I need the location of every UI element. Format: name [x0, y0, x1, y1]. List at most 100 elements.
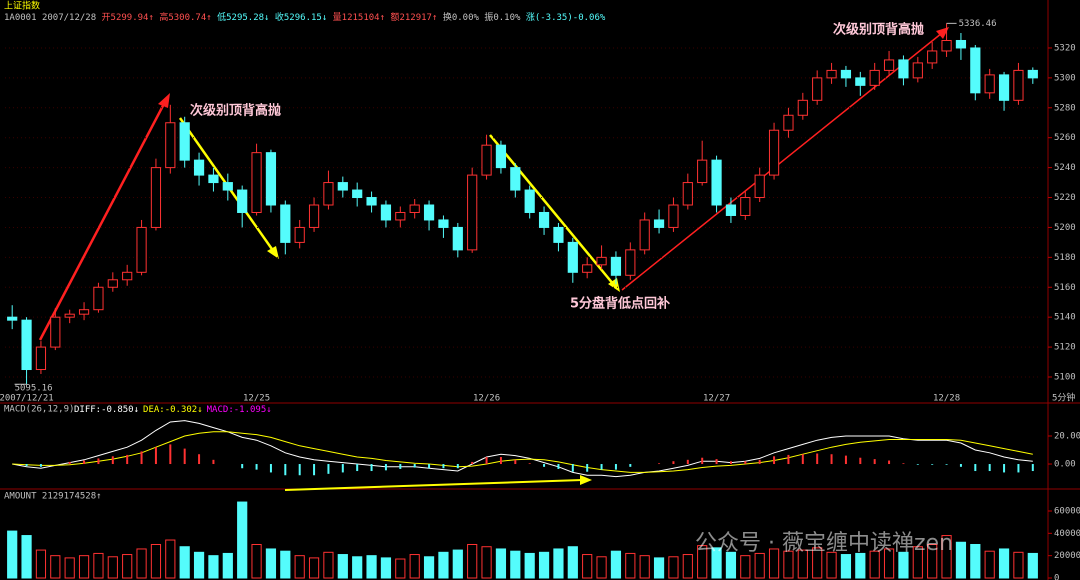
volume-bar: [352, 556, 363, 579]
volume-bar: [122, 554, 133, 579]
candle-body: [222, 182, 233, 191]
y-tick-label: 400000: [1054, 529, 1080, 539]
volume-bar: [639, 555, 650, 579]
candle-body: [898, 59, 909, 79]
volume-bar: [524, 552, 535, 579]
annotation: 次级别顶背高抛: [833, 22, 924, 38]
y-tick-label: 0: [1054, 574, 1059, 580]
candle-body: [970, 47, 981, 94]
candle-body: [783, 114, 794, 131]
y-tick-label: 5140: [1054, 313, 1076, 323]
volume-bar: [998, 548, 1010, 579]
volume-bar: [510, 550, 521, 579]
y-tick-label: 5300: [1054, 73, 1076, 83]
candle-body: [251, 152, 262, 213]
candle-body: [208, 174, 219, 184]
candle-body: [438, 219, 449, 228]
candle-body: [107, 279, 118, 288]
candle-body: [697, 159, 708, 184]
volume-bar: [653, 557, 665, 579]
candle-body: [265, 152, 277, 206]
candle-body: [366, 197, 377, 206]
candle-body: [352, 189, 363, 199]
annotation: 次级别顶背高抛: [190, 103, 281, 119]
volume-bar: [567, 546, 578, 579]
low-label: 5095.16: [15, 384, 53, 394]
x-tick-label: 12/28: [933, 394, 960, 404]
candle-body: [510, 167, 521, 191]
candle-body: [21, 319, 32, 371]
volume-bar: [610, 550, 622, 579]
volume-bar: [35, 549, 47, 579]
volume-bar: [366, 555, 377, 579]
readout: MACD:-1.095↓: [207, 405, 272, 415]
macd-line: [12, 431, 1033, 473]
candle-body: [610, 256, 622, 276]
volume-bar: [337, 554, 348, 579]
volume-bar: [955, 541, 967, 579]
volume-bar: [280, 550, 291, 579]
high-label: 5336.46: [959, 19, 997, 29]
volume-bar: [7, 530, 18, 579]
candle-body: [812, 77, 823, 101]
candle-body: [768, 129, 780, 176]
y-tick-label: 5320: [1054, 43, 1076, 53]
volume-bar: [840, 554, 852, 579]
candle-body: [711, 159, 722, 206]
volume-bar: [150, 543, 162, 579]
info-field: 开5299.94↑: [102, 12, 154, 23]
x-unit: 5分钟: [1052, 392, 1075, 404]
y-tick-label: 5240: [1054, 163, 1076, 173]
candle-body: [668, 204, 679, 228]
volume-bar: [93, 552, 104, 579]
info-field: 额212917↑: [390, 11, 437, 23]
candle-body: [826, 69, 837, 79]
candle-body: [927, 50, 938, 64]
y-tick-label: 0.00: [1054, 460, 1076, 470]
candle-body: [150, 167, 162, 228]
y-tick-label: 5260: [1054, 133, 1076, 143]
candle-body: [524, 189, 535, 213]
candle-body: [855, 77, 866, 86]
volume-bar: [898, 551, 909, 579]
volume-bar: [251, 543, 262, 579]
volume-bar: [21, 535, 32, 579]
watermark: 公众号 · 薇宝缠中读禅zen: [695, 531, 953, 556]
date: 2007/12/28: [42, 13, 96, 23]
volume-bar: [423, 556, 435, 579]
annotation: 5分盘背低点回补: [570, 296, 670, 312]
candle-body: [596, 256, 607, 266]
volume-bar: [107, 556, 118, 579]
annotation-arrows: [38, 27, 949, 491]
y-tick-label: 5200: [1054, 223, 1076, 233]
volume-bar: [984, 550, 995, 579]
candle-body: [797, 99, 808, 116]
volume-bar: [380, 557, 392, 579]
candle-body: [553, 226, 564, 243]
y-tick-label: 5280: [1054, 103, 1076, 113]
volume-bar: [1013, 551, 1024, 579]
volume-bar: [553, 548, 564, 579]
candle-body: [78, 309, 90, 315]
candle-body: [639, 219, 650, 251]
volume-bar: [64, 557, 75, 579]
x-tick-label: 12/25: [243, 394, 270, 404]
candle-body: [179, 122, 190, 161]
volume-bar: [625, 552, 636, 579]
candle-body: [193, 159, 205, 176]
arrowhead: [267, 246, 279, 259]
y-tick-label: 5100: [1054, 372, 1076, 382]
readout: DEA:-0.302↓: [143, 405, 203, 415]
candle-body: [998, 74, 1010, 101]
candle-body: [452, 226, 463, 251]
y-tick-label: 5120: [1054, 343, 1076, 353]
candle-body: [122, 271, 133, 281]
volume-bar: [826, 551, 837, 579]
candle-body: [395, 211, 406, 221]
candle-body: [337, 182, 348, 191]
volume-bar: [467, 543, 478, 579]
volume-bar: [682, 554, 693, 579]
macd-line: [12, 420, 1033, 478]
index-name: 上证指数: [4, 0, 40, 12]
y-tick-label: 20.00: [1054, 431, 1080, 441]
